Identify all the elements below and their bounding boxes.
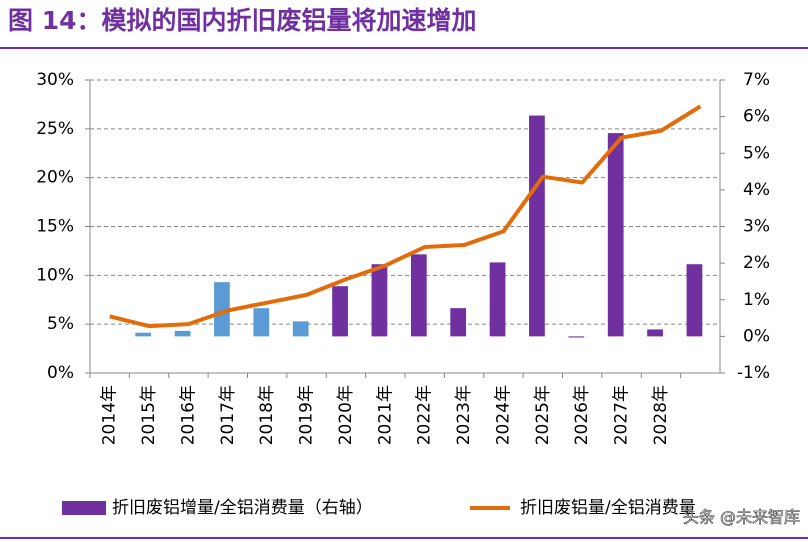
- bar: [647, 329, 663, 337]
- y2-tick-label: -1%: [737, 363, 770, 383]
- y-tick-label: 30%: [36, 70, 74, 90]
- x-tick-label: 2015年: [139, 385, 159, 445]
- bar: [371, 264, 388, 337]
- bar: [253, 308, 270, 337]
- x-tick-label: 2023年: [454, 385, 474, 445]
- y-tick-label: 5%: [47, 314, 74, 334]
- x-tick-label: 2026年: [572, 385, 592, 445]
- bar: [450, 308, 467, 337]
- watermark: 头条 @未来智库: [683, 508, 800, 527]
- bar: [607, 133, 624, 337]
- x-tick-label: 2016年: [178, 385, 198, 445]
- x-tick-label: 2027年: [612, 385, 632, 445]
- x-tick-label: 2024年: [493, 385, 513, 445]
- y2-tick-label: 1%: [743, 290, 770, 310]
- y2-tick-label: 2%: [743, 253, 770, 273]
- bar: [489, 262, 506, 337]
- y-tick-label: 0%: [47, 363, 74, 383]
- bar: [214, 282, 230, 337]
- bar: [332, 286, 348, 337]
- bar: [529, 115, 545, 337]
- x-tick-label: 2019年: [297, 385, 317, 445]
- y2-tick-label: 7%: [743, 70, 770, 90]
- x-tick-label: 2020年: [336, 385, 356, 445]
- bar: [174, 330, 191, 337]
- y-tick-label: 25%: [36, 119, 74, 139]
- y-tick-label: 10%: [36, 265, 74, 285]
- bar: [686, 264, 703, 337]
- bar: [135, 332, 152, 337]
- legend-swatch: [62, 501, 106, 515]
- x-tick-label: 2021年: [375, 385, 395, 445]
- y-tick-label: 20%: [36, 168, 74, 188]
- chart-title: 图 14：模拟的国内折旧废铝量将加速增加: [8, 6, 477, 35]
- legend-label: 折旧废铝增量/全铝消费量（右轴）: [112, 498, 373, 518]
- y-tick-label: 15%: [36, 217, 74, 237]
- bar: [568, 336, 585, 338]
- x-tick-label: 2022年: [415, 385, 435, 445]
- bar: [292, 321, 309, 337]
- x-tick-label: 2018年: [257, 385, 277, 445]
- x-tick-label: 2014年: [100, 385, 120, 445]
- bar: [410, 254, 427, 337]
- x-tick-label: 2017年: [218, 385, 238, 445]
- legend-label: 折旧废铝量/全铝消费量: [520, 498, 696, 518]
- line: [109, 104, 702, 329]
- y2-tick-label: 3%: [743, 217, 770, 237]
- y2-tick-label: 5%: [743, 143, 770, 163]
- y2-tick-label: 0%: [743, 326, 770, 346]
- y2-tick-label: 4%: [743, 180, 770, 200]
- x-tick-label: 2028年: [651, 385, 671, 445]
- y2-tick-label: 6%: [743, 107, 770, 127]
- x-tick-label: 2025年: [533, 385, 553, 445]
